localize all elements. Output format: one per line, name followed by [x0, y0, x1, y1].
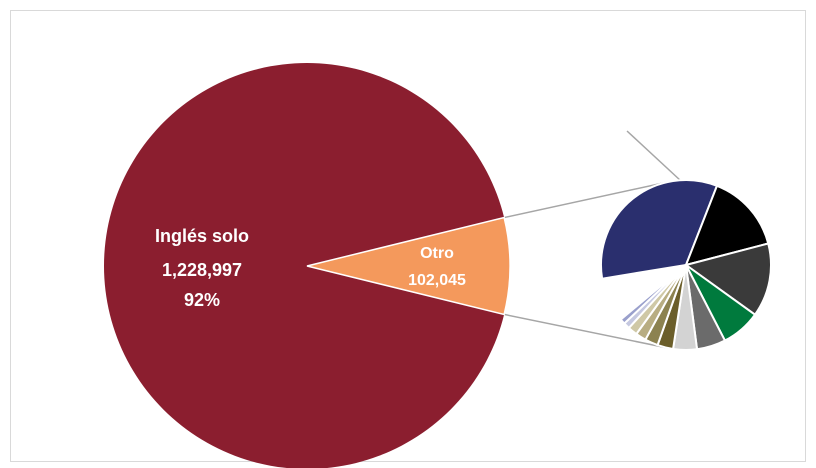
label-ingles-solo-percent: 92%: [184, 290, 220, 310]
secondary-slice-12: [619, 264, 687, 325]
connector-line-top: [503, 181, 669, 219]
label-ingles-solo-value: 1,228,997: [162, 260, 242, 280]
data-labels: Inglés solo 1,228,997 92% Otro 102,045: [155, 226, 466, 310]
connector-lines: [503, 130, 682, 349]
slice-otro: [306, 216, 511, 316]
secondary-slice-1: [600, 179, 719, 280]
secondary-slice-2: [684, 184, 770, 267]
main-pie: [103, 63, 511, 468]
secondary-slice-3: [683, 242, 772, 317]
label-ingles-solo-name: Inglés solo: [155, 226, 249, 246]
leader-line: [626, 130, 682, 182]
connector-line-bottom: [503, 313, 669, 349]
secondary-pie: [600, 179, 772, 351]
slice-ingles-solo: [103, 63, 505, 468]
label-otro-name: Otro: [420, 245, 454, 262]
label-otro-value: 102,045: [408, 272, 466, 289]
